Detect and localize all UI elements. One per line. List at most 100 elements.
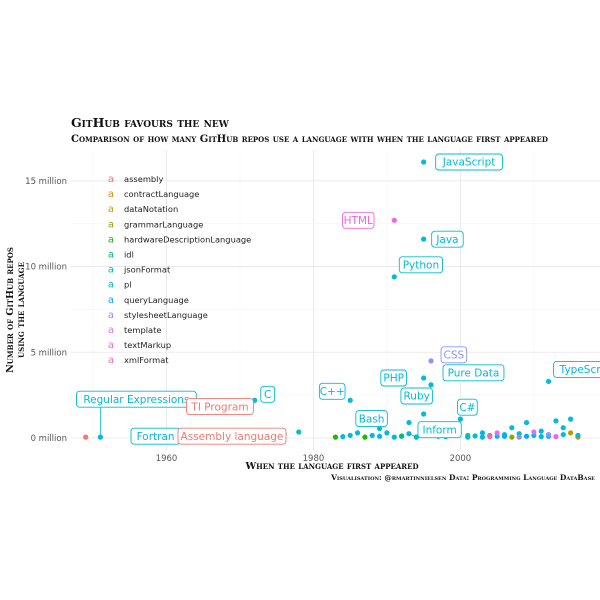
point-label: TI Program xyxy=(186,398,254,416)
legend-label: idl xyxy=(124,250,134,260)
data-point xyxy=(531,429,537,435)
data-point xyxy=(362,434,368,440)
legend-label: xmlFormat xyxy=(124,355,169,365)
point-label-text: C xyxy=(264,389,271,401)
point-label-box xyxy=(457,398,478,416)
point-label-text: HTML xyxy=(344,215,373,227)
data-point xyxy=(575,432,581,439)
legend-item: a template xyxy=(108,325,162,336)
data-point xyxy=(384,430,390,436)
data-point-labeled xyxy=(428,358,434,364)
data-point-labeled xyxy=(347,397,353,403)
x-tick-label: 1960 xyxy=(156,454,178,464)
chart-caption: Visualisation: @rmartinnielsen Data: Pro… xyxy=(330,473,595,482)
point-label: Inform xyxy=(417,421,462,439)
legend-item: a textMarkup xyxy=(108,340,171,351)
legend-item: a dataNotation xyxy=(108,204,178,215)
legend-key: a xyxy=(108,265,114,276)
legend-label: assembly xyxy=(124,174,163,184)
legend-key: a xyxy=(108,174,114,185)
legend-key: a xyxy=(108,219,114,230)
data-point xyxy=(560,425,566,431)
legend-key: a xyxy=(108,295,114,306)
legend-item: a grammarLanguage xyxy=(108,219,203,230)
legend-key: a xyxy=(108,355,114,366)
point-label-box xyxy=(355,410,388,428)
legend-key: a xyxy=(108,250,114,261)
data-point xyxy=(509,425,515,431)
data-point xyxy=(501,433,508,439)
data-point xyxy=(369,432,375,439)
data-point-labeled xyxy=(83,434,89,440)
point-label-text: Fortran xyxy=(137,431,175,443)
legend-key: a xyxy=(108,189,114,200)
legend-item: a hardwareDescriptionLanguage xyxy=(108,234,251,245)
data-point xyxy=(568,430,574,436)
data-point xyxy=(523,419,530,426)
axis-ticks: 1960 1980 2000 0 million 5 million 10 million… xyxy=(25,177,471,464)
point-label-box xyxy=(442,364,505,382)
point-label-text: PHP xyxy=(383,373,404,385)
data-point xyxy=(465,432,471,439)
legend-item: a assembly xyxy=(108,174,164,185)
data-point xyxy=(332,434,339,440)
point-label: Fortran xyxy=(130,427,181,445)
data-point xyxy=(479,434,486,440)
data-point xyxy=(538,434,544,440)
point-label-text: Regular Expressions xyxy=(83,394,189,406)
legend-label: dataNotation xyxy=(124,204,178,214)
y-tick-label: 15 million xyxy=(25,177,67,187)
point-label: C# xyxy=(457,398,478,416)
legend-item: a contractLanguage xyxy=(108,189,199,200)
data-point xyxy=(354,430,361,436)
data-point xyxy=(494,430,500,436)
point-label-box xyxy=(342,211,375,229)
legend-key: a xyxy=(108,204,114,215)
legend-item: a idl xyxy=(108,250,134,261)
point-label: Regular Expressions xyxy=(76,390,197,408)
point-label-text: C++ xyxy=(320,386,345,398)
point-label: C xyxy=(260,385,276,403)
legend-label: contractLanguage xyxy=(124,189,199,199)
y-tick-label: 0 million xyxy=(31,434,67,444)
data-point-labeled xyxy=(391,217,397,223)
legend-key: a xyxy=(108,310,114,321)
data-point xyxy=(391,434,397,440)
data-point-labeled xyxy=(391,274,397,280)
point-label-box xyxy=(260,385,276,403)
legend-key: a xyxy=(108,340,114,351)
data-point xyxy=(376,433,383,439)
data-point-labeled xyxy=(421,159,427,165)
data-point xyxy=(487,434,493,440)
point-label-text: Ruby xyxy=(403,391,429,403)
point-label-text: Assembly language xyxy=(181,431,284,443)
legend-key: a xyxy=(108,280,114,291)
data-point xyxy=(509,434,515,440)
point-label-box xyxy=(435,153,503,171)
point-label-text: Java xyxy=(435,234,458,246)
data-point xyxy=(472,433,478,439)
data-point-labeled xyxy=(421,236,427,242)
legend-label: textMarkup xyxy=(124,340,171,350)
point-label: Assembly language xyxy=(177,427,287,445)
point-label-text: TI Program xyxy=(190,401,248,413)
data-point xyxy=(553,418,559,424)
legend-label: grammarLanguage xyxy=(124,219,203,229)
legend-key: a xyxy=(108,234,114,245)
legend-label: jsonFormat xyxy=(123,265,171,275)
point-label-box xyxy=(417,421,462,439)
point-label: HTML xyxy=(342,211,375,229)
point-label-text: Python xyxy=(403,260,439,272)
point-label-box xyxy=(440,346,468,364)
data-point xyxy=(545,431,552,438)
data-point xyxy=(340,434,346,440)
y-tick-label: 10 million xyxy=(25,263,67,273)
point-label: Python xyxy=(398,256,444,274)
data-point xyxy=(553,434,559,440)
legend-label: hardwareDescriptionLanguage xyxy=(124,234,251,244)
legend-item: a xmlFormat xyxy=(108,355,169,366)
legend-label: pl xyxy=(124,280,132,290)
point-label-text: Inform xyxy=(422,424,456,436)
point-label: Ruby xyxy=(400,387,433,405)
legend-label: template xyxy=(124,325,161,335)
